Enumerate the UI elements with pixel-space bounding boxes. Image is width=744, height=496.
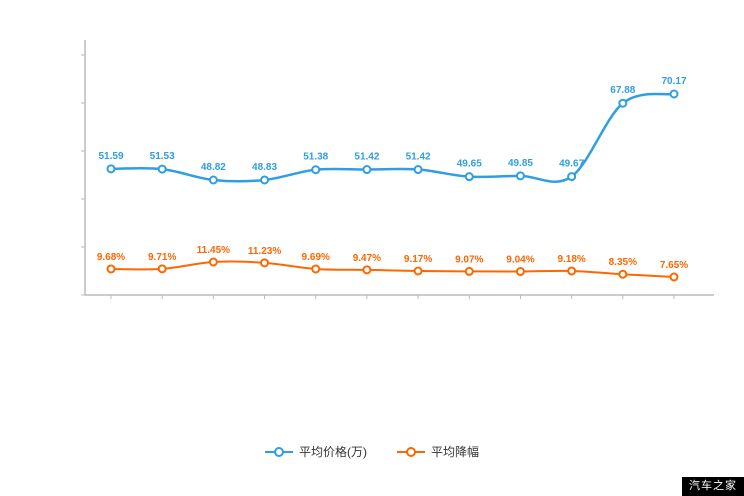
legend-item-average-price[interactable]: 平均价格(万) xyxy=(264,443,367,460)
svg-text:9.07%: 9.07% xyxy=(455,254,483,265)
svg-text:49.65: 49.65 xyxy=(457,159,482,170)
svg-text:48.83: 48.83 xyxy=(252,162,277,173)
svg-text:11.23%: 11.23% xyxy=(248,246,281,257)
line-chart: 51.59 51.53 48.82 48.83 51.38 51.42 51.42 49.65… xyxy=(81,40,714,299)
svg-text:70.17: 70.17 xyxy=(661,76,686,87)
svg-text:51.42: 51.42 xyxy=(354,152,379,163)
svg-text:9.47%: 9.47% xyxy=(353,253,381,264)
svg-text:9.71%: 9.71% xyxy=(148,252,176,263)
legend-label-average-price: 平均价格(万) xyxy=(298,445,367,459)
svg-text:48.82: 48.82 xyxy=(201,162,226,173)
svg-text:9.18%: 9.18% xyxy=(557,254,585,265)
svg-text:9.04%: 9.04% xyxy=(506,255,534,266)
legend-marker-price-icon xyxy=(264,446,293,457)
svg-text:51.42: 51.42 xyxy=(406,152,431,163)
legend-label-average-discount: 平均降幅 xyxy=(430,445,479,459)
svg-text:9.69%: 9.69% xyxy=(302,252,330,263)
svg-text:8.35%: 8.35% xyxy=(609,257,637,268)
chart-legend: 平均价格(万) 平均降幅 xyxy=(0,443,744,460)
svg-text:51.38: 51.38 xyxy=(303,152,328,163)
svg-text:9.68%: 9.68% xyxy=(97,252,125,263)
svg-text:11.45%: 11.45% xyxy=(197,245,230,256)
svg-text:67.88: 67.88 xyxy=(610,85,635,96)
legend-marker-discount-icon xyxy=(396,446,425,457)
legend-item-average-discount[interactable]: 平均降幅 xyxy=(396,443,479,460)
svg-text:7.65%: 7.65% xyxy=(660,260,688,271)
svg-text:49.67: 49.67 xyxy=(559,159,584,170)
svg-text:49.85: 49.85 xyxy=(508,158,533,169)
svg-text:9.17%: 9.17% xyxy=(404,254,432,265)
watermark-autohome: 汽车之家 xyxy=(682,477,744,496)
svg-text:51.59: 51.59 xyxy=(98,151,123,162)
svg-text:51.53: 51.53 xyxy=(150,151,175,162)
